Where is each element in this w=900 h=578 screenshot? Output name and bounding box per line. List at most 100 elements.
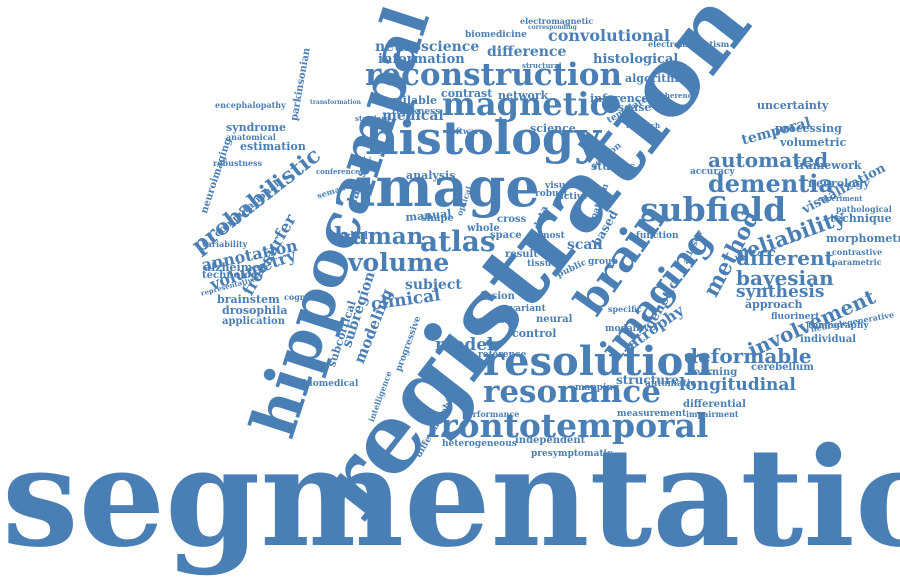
cloud-word: encephalopathy xyxy=(215,100,286,110)
cloud-word: volume xyxy=(348,248,450,277)
cloud-word: convolutional xyxy=(548,26,670,45)
cloud-word: robustness xyxy=(213,158,263,168)
cloud-word: deformable xyxy=(684,344,812,368)
cloud-word: anatomical xyxy=(226,132,276,142)
cloud-word: structural xyxy=(522,61,562,70)
cloud-word: tissue xyxy=(527,259,557,269)
cloud-word: space xyxy=(490,230,522,241)
cloud-word: processing xyxy=(775,122,842,135)
cloud-word: function xyxy=(636,231,679,241)
cloud-word: different xyxy=(736,246,834,270)
cloud-word: presymptomatic xyxy=(531,449,613,459)
cloud-word: human xyxy=(334,223,424,250)
cloud-word: accuracy xyxy=(690,167,735,177)
cloud-word: shape xyxy=(421,213,454,224)
cloud-word: standard xyxy=(355,114,390,123)
cloud-word: syndrome xyxy=(226,121,287,134)
cloud-word: experiment xyxy=(818,194,863,203)
cloud-word: science xyxy=(530,122,576,135)
cloud-word: biomedical xyxy=(303,379,359,389)
cloud-word: thickness xyxy=(392,107,441,117)
cloud-word: fluorinert xyxy=(771,312,820,322)
cloud-word: cross xyxy=(497,214,527,225)
cloud-word: volumetric xyxy=(780,136,847,149)
cloud-word: most xyxy=(540,231,565,241)
cloud-word: network xyxy=(498,89,549,102)
cloud-word: difference xyxy=(487,44,567,60)
cloud-word: technique xyxy=(830,212,892,225)
cloud-word: synthesis xyxy=(736,282,825,302)
cloud-word: neural xyxy=(536,314,573,325)
cloud-word: histological xyxy=(593,52,679,67)
cloud-word: automatic xyxy=(645,379,696,389)
cloud-word: specific xyxy=(608,304,642,314)
cloud-word: application xyxy=(222,316,285,327)
cloud-word: control xyxy=(512,327,557,340)
cloud-word: available xyxy=(382,94,437,107)
cloud-word: mapping xyxy=(575,383,620,393)
cloud-word: estimation xyxy=(240,140,306,153)
cloud-word: frontotemporal xyxy=(426,406,709,445)
cloud-word: cerebellum xyxy=(751,362,814,373)
cloud-word: model xyxy=(435,335,494,355)
cloud-word: measurement xyxy=(617,409,687,419)
cloud-word: magnetic xyxy=(442,85,610,123)
cloud-word: conference xyxy=(316,167,360,176)
cloud-word: differential xyxy=(683,399,746,410)
cloud-word: structure xyxy=(616,373,679,387)
cloud-word: electromagnetic xyxy=(520,16,594,26)
cloud-word: resonance xyxy=(483,374,661,410)
cloud-word: alzheimer xyxy=(204,261,266,274)
cloud-word: individual xyxy=(800,334,857,345)
cloud-word: fusion xyxy=(480,291,515,302)
cloud-word: cognitive xyxy=(284,292,326,302)
cloud-word: medial xyxy=(330,231,369,242)
cloud-word: independent xyxy=(515,435,586,446)
cloud-word: resolution xyxy=(483,338,713,385)
cloud-word: reference xyxy=(478,350,527,360)
cloud-word: pathological xyxy=(836,204,892,214)
cloud-word: performance xyxy=(462,409,520,419)
cloud-word: parkinsonian xyxy=(289,47,313,122)
cloud-word: impairment xyxy=(686,409,739,419)
cloud-word: contrast xyxy=(441,87,493,100)
cloud-word: brainstem xyxy=(217,293,280,306)
cloud-word: disease xyxy=(606,101,652,114)
cloud-word: transformation xyxy=(310,99,361,106)
cloud-word: algorithm xyxy=(625,72,687,85)
cloud-word: approach xyxy=(745,298,803,311)
cloud-word: scan xyxy=(567,237,603,253)
cloud-word: tomography xyxy=(808,321,869,331)
cloud-word: parametric xyxy=(832,257,882,267)
cloud-word: software xyxy=(446,126,485,136)
cloud-word: medical xyxy=(382,108,444,124)
cloud-word: studies xyxy=(591,160,636,173)
cloud-word: neuroscience xyxy=(375,39,480,55)
cloud-word: bayesian xyxy=(736,266,834,290)
cloud-word: information xyxy=(378,52,465,67)
cloud-word: corresponding xyxy=(528,24,577,31)
cloud-word: robust xyxy=(535,189,568,199)
cloud-word: variant xyxy=(510,304,546,314)
cloud-word: reconstruction xyxy=(365,57,622,93)
cloud-word: uncertainty xyxy=(757,99,829,112)
cloud-word: group xyxy=(588,257,618,267)
cloud-word: dementia xyxy=(708,169,834,198)
cloud-word: research xyxy=(626,121,661,130)
cloud-word: variability xyxy=(202,239,248,249)
cloud-word: learning xyxy=(690,367,738,378)
cloud-word: visual xyxy=(545,181,575,191)
cloud-word: histology xyxy=(365,111,601,165)
cloud-word: active xyxy=(558,192,588,202)
cloud-word: neurology xyxy=(808,177,870,190)
cloud-word: neuroimaging xyxy=(199,136,234,216)
cloud-word: automated xyxy=(708,148,829,172)
cloud-word: electromagnetism xyxy=(648,39,730,49)
cloud-word: inference xyxy=(590,92,649,105)
cloud-word: biomedicine xyxy=(465,30,527,40)
cloud-word: morphometry xyxy=(826,232,900,245)
cloud-word: whole xyxy=(467,223,500,234)
cloud-word: segmentation xyxy=(2,418,900,578)
cloud-word: drosophila xyxy=(222,304,288,317)
